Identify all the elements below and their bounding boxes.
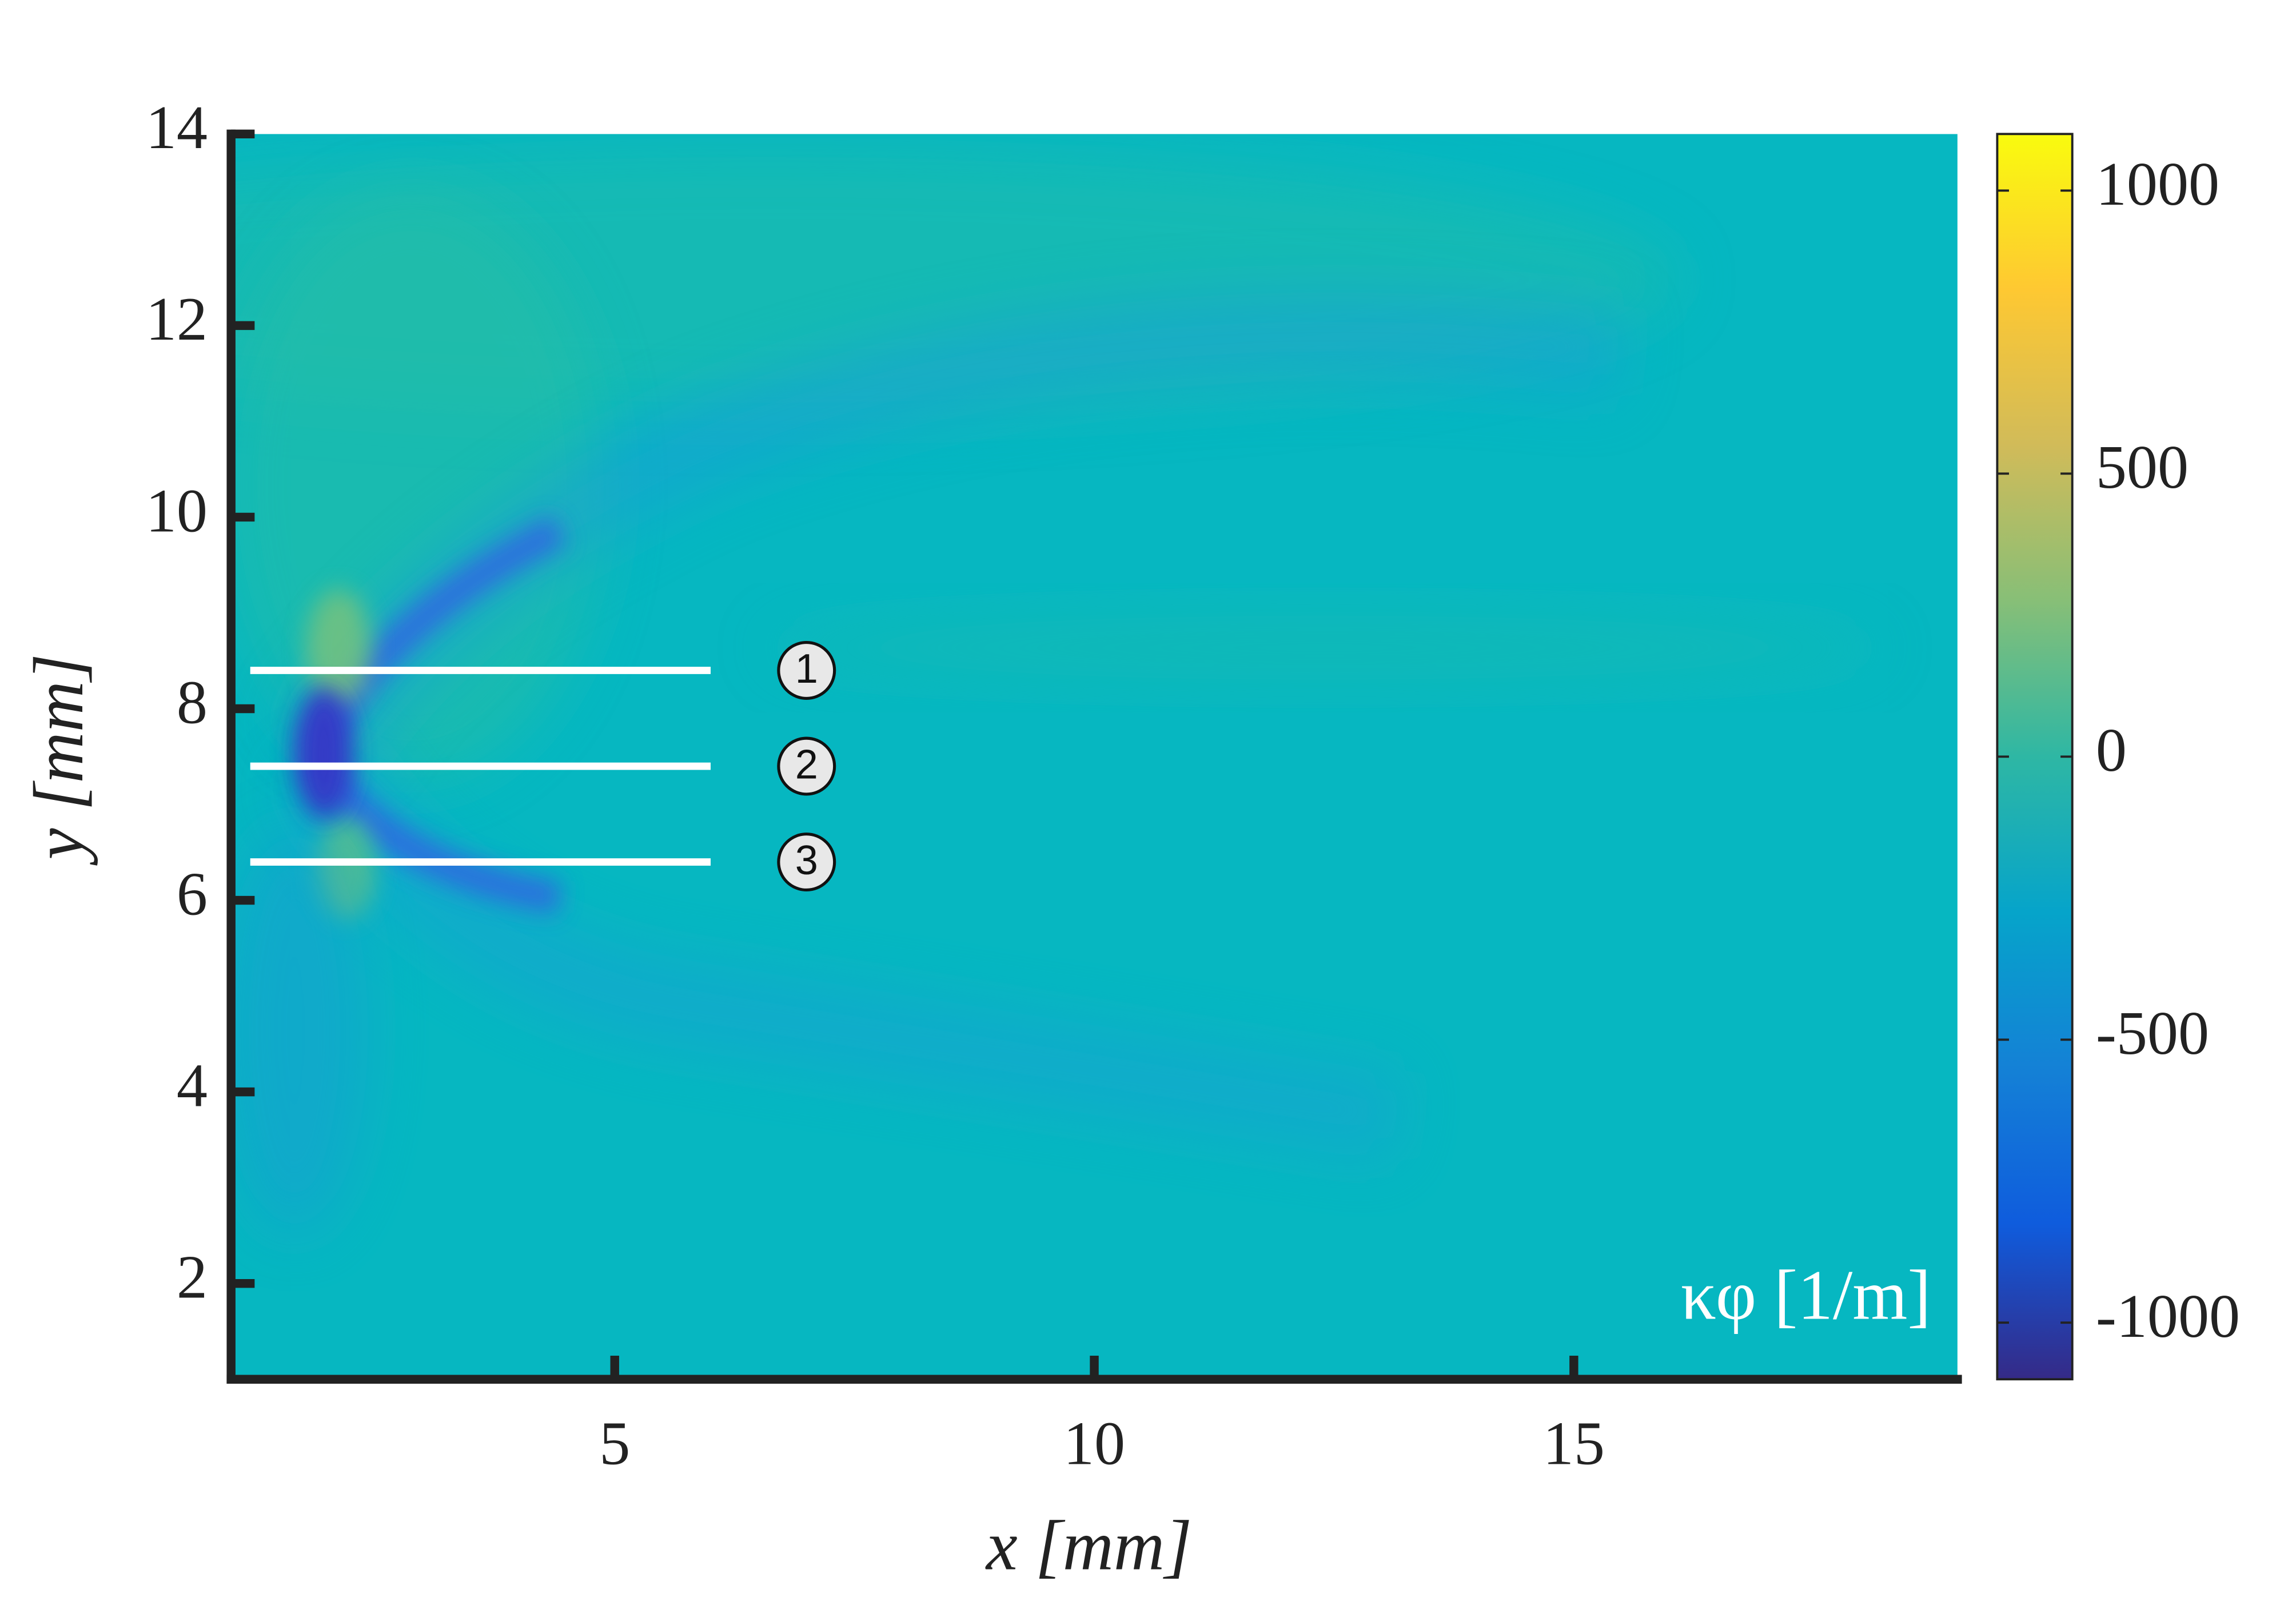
- y-tick-label: 6: [177, 860, 208, 928]
- colorbar-tick-label: 1000: [2096, 150, 2219, 218]
- y-tick-label: 12: [146, 285, 208, 353]
- colorbar: [1996, 133, 2074, 1381]
- y-axis-label: y [mm]: [19, 654, 98, 866]
- x-tick-label: 10: [1063, 1410, 1125, 1478]
- annotation-label: 2: [795, 742, 818, 788]
- annotation-marker: [777, 736, 836, 796]
- annotation-marker: [777, 641, 836, 700]
- field: [231, 134, 1958, 1380]
- y-tick-label: 4: [177, 1052, 208, 1120]
- y-tick-label: 8: [177, 668, 208, 736]
- colorbar-tick-label: 500: [2096, 433, 2189, 501]
- x-tick-label: 15: [1543, 1410, 1605, 1478]
- annotation-label: 3: [795, 838, 818, 883]
- y-tick-label: 14: [146, 94, 208, 162]
- colorbar-label: κφ [1/m]: [1681, 1256, 1931, 1335]
- annotation-marker: [777, 833, 836, 892]
- annotation-label: 1: [795, 646, 818, 692]
- y-tick-label: 2: [177, 1244, 208, 1312]
- x-tick-label: 5: [599, 1410, 630, 1478]
- colorbar-tick-label: -500: [2096, 999, 2209, 1068]
- colorbar-tick-label: 0: [2096, 716, 2127, 784]
- x-axis-label: x [mm]: [985, 1506, 1192, 1584]
- colorbar-tick-label: -1000: [2096, 1283, 2240, 1351]
- y-tick-label: 10: [146, 477, 208, 545]
